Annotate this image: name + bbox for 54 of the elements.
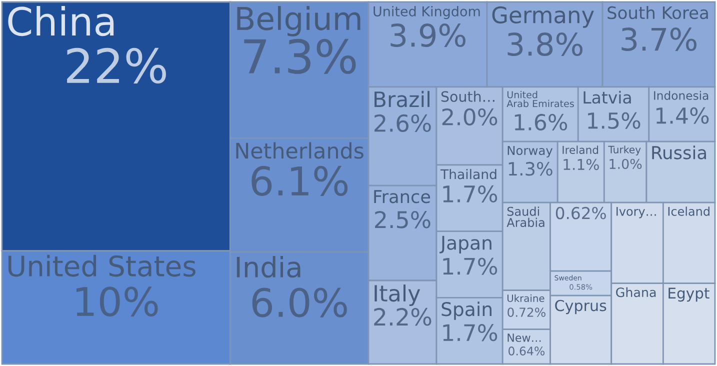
category-label: France (374, 190, 430, 204)
category-label: Italy (374, 284, 420, 306)
data-label: 3.7% (622, 28, 696, 52)
category-label: Spain (442, 302, 492, 320)
category-label: Ivory… (616, 206, 656, 218)
data-label: 2.2% (374, 308, 432, 326)
category-label: Japan (440, 236, 492, 254)
data-label: 10% (76, 286, 158, 316)
category-label: Iceland (668, 206, 710, 216)
data-label: 1.0% (610, 158, 642, 170)
category-label: South Korea (608, 6, 708, 20)
category-label: Ghana (616, 287, 656, 298)
data-label: 1.3% (508, 162, 552, 176)
data-label: 0.62% (556, 206, 606, 220)
category-label: Turkey (608, 146, 641, 156)
category-label: United Arab Emirates (506, 90, 574, 108)
data-label: 1.7% (443, 185, 498, 203)
category-label: United States (8, 254, 196, 277)
category-label: Germany (492, 6, 594, 28)
category-label: India (236, 256, 300, 278)
category-label: Cyprus (555, 300, 606, 314)
category-label: Saudi Arabia (506, 206, 544, 228)
category-label: South… (441, 90, 494, 102)
data-label: 6.0% (252, 288, 347, 318)
data-label: 1.7% (443, 258, 498, 275)
data-label: 1.6% (514, 114, 568, 131)
data-label: 3.9% (390, 24, 466, 48)
category-label: Russia (652, 146, 706, 160)
data-label: 1.4% (656, 107, 709, 124)
data-label: 7.3% (244, 38, 356, 74)
category-label: Ireland (562, 146, 598, 154)
category-label: Egypt (668, 288, 710, 302)
data-label: 22% (67, 48, 166, 84)
category-label: Indonesia (654, 90, 708, 100)
category-label: United Kingdom (374, 6, 480, 20)
data-label: 1.7% (443, 324, 498, 342)
category-label: Latvia (584, 90, 631, 104)
category-label: Norway (508, 146, 553, 158)
data-label: 1.5% (588, 112, 640, 129)
data-label: 2.0% (442, 108, 498, 126)
category-label: Ukraine (507, 294, 544, 302)
data-label: 0.72% (508, 308, 546, 317)
data-label: 1.1% (564, 158, 599, 170)
category-label: Belgium (237, 6, 360, 36)
data-label: 2.5% (375, 211, 430, 228)
category-label: China (8, 6, 114, 36)
category-label: Netherlands (236, 142, 364, 159)
category-label: Brazil (374, 90, 430, 108)
data-label: 6.1% (252, 166, 348, 196)
data-label: 2.6% (374, 114, 431, 132)
data-label: 0.64% (508, 346, 545, 356)
category-label: Thailand (440, 168, 496, 180)
category-label: New… (508, 334, 541, 342)
data-label: 3.8% (508, 32, 582, 56)
